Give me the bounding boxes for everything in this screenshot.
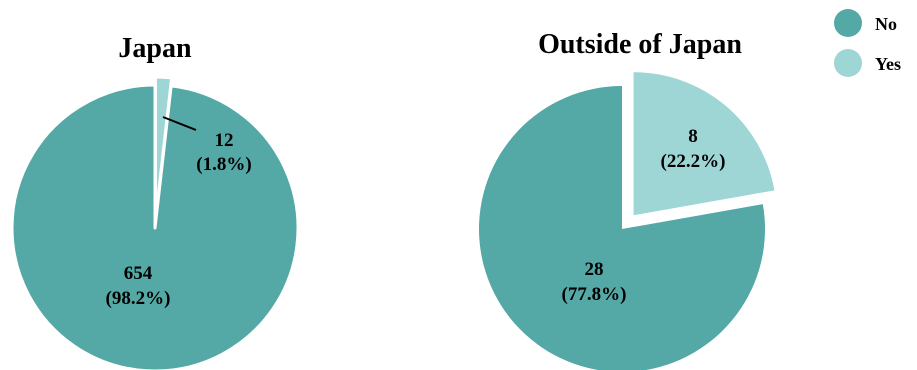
chart-title-outside-japan: Outside of Japan (538, 29, 742, 60)
outside-yes-percent-label: (22.2%) (661, 151, 726, 172)
japan-no-count-label: 654 (124, 263, 153, 284)
japan-no-percent-label: (98.2%) (106, 288, 171, 309)
legend-swatch-no (834, 9, 862, 37)
legend-swatch-yes (834, 49, 862, 77)
outside-japan-slice-no (479, 86, 765, 370)
japan-yes-percent-label: (1.8%) (196, 154, 251, 175)
chart-title-japan: Japan (118, 33, 192, 64)
japan-yes-count-label: 12 (215, 130, 234, 151)
legend-label-yes: Yes (875, 54, 901, 74)
outside-japan-slices (479, 72, 775, 370)
outside-japan-slice-yes (633, 72, 775, 216)
legend-label-no: No (875, 14, 897, 34)
japan-slice-no (10, 83, 300, 370)
pie-chart-outside-japan: Outside of Japan 8 (22.2%) 28 (77.8%) (479, 29, 775, 370)
japan-slices (10, 75, 300, 370)
outside-yes-count-label: 8 (688, 126, 698, 147)
outside-no-percent-label: (77.8%) (562, 284, 627, 305)
legend: No Yes (834, 9, 901, 77)
japan-slice-yes (153, 75, 174, 222)
outside-no-count-label: 28 (585, 259, 604, 280)
pie-chart-japan: Japan 12 (1.8%) 654 (98.2%) (10, 33, 300, 370)
japan-yes-leader-line (162, 116, 197, 131)
